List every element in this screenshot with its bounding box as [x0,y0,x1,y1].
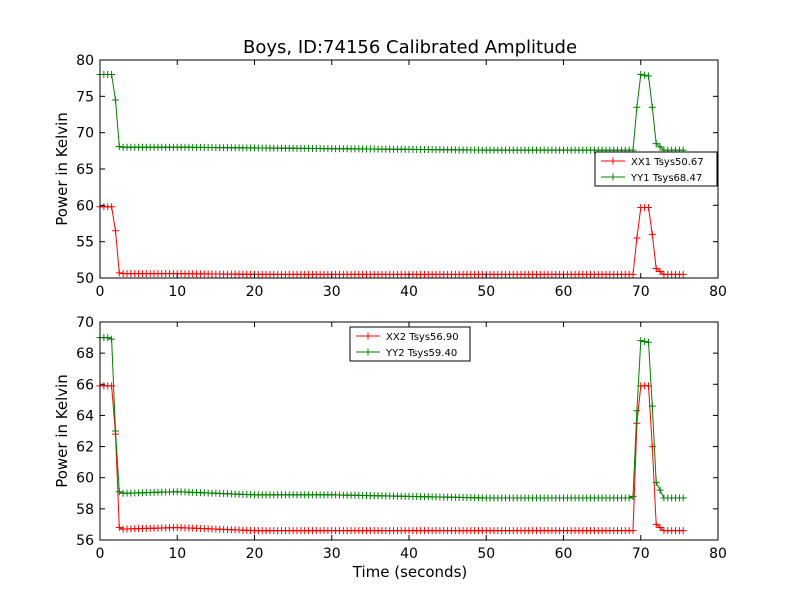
top-plot: 0 10 20 30 40 50 60 70 80 50 55 60 65 70 75 80 XX1 Tsys5… [76,53,727,300]
top-series-1-point [641,71,649,79]
bottom-legend-marker-1 [364,348,372,356]
bottom-series-1-point [108,335,116,343]
top-legend-label-0: XX1 Tsys50.67 [631,157,704,168]
top-legend-marker-0 [609,157,617,165]
bottom-series-0-point [679,527,687,535]
bottom-series-1-point [637,337,645,345]
top-series-1-point [656,143,664,151]
bottom-xtick-label: 50 [477,546,495,562]
bottom-legend-box [349,326,471,362]
bottom-series-1-point [641,337,649,345]
top-series-0-point [111,227,119,235]
top-legend: XX1 Tsys50.67 YY1 Tsys68.47 [594,151,718,187]
bottom-xlabel: Time (seconds) [352,563,468,581]
top-series-1-point [633,103,641,111]
bottom-ytick-label: 62 [76,440,94,456]
bottom-series-1-point [633,407,641,415]
bottom-xtick-label: 70 [632,546,650,562]
bottom-ytick-label: 68 [76,346,94,362]
top-xtick-label: 70 [632,284,650,300]
top-ytick-label: 60 [76,198,94,214]
top-series-0 [96,203,687,278]
top-series-1-point [115,142,123,150]
bottom-plot: 0 10 20 30 40 50 60 70 80 56 58 60 62 64 66 68 70 XX2 Tsy… [76,315,727,562]
bottom-xtick-label: 80 [709,546,727,562]
bottom-series-0-point [115,524,123,532]
bottom-series-1-point [111,427,119,435]
bottom-series-1-point [644,338,652,346]
bottom-xtick-label: 30 [323,546,341,562]
top-ytick-label: 50 [76,271,94,287]
bottom-series-1-point [629,492,637,500]
bottom-ytick-label: 66 [76,377,94,393]
top-series-0-point [115,269,123,277]
top-xtick-label: 50 [477,284,495,300]
top-legend-label-1: YY1 Tsys68.47 [630,173,702,184]
bottom-legend-label-0: XX2 Tsys56.90 [386,332,459,343]
bottom-series-1-point [652,478,660,486]
top-xtick-label: 10 [168,284,186,300]
top-ytick-label: 70 [76,126,94,142]
bottom-series-0-point [652,520,660,528]
top-series-0-point [652,265,660,273]
bottom-legend-label-1: YY2 Tsys59.40 [385,348,457,359]
top-series-1-point [644,72,652,80]
bottom-ytick-label: 64 [76,408,94,424]
top-ylabel: Power in Kelvin [53,112,71,226]
bottom-series-1-point [115,488,123,496]
top-xtick-label: 0 [96,284,105,300]
top-series-1-point [652,140,660,148]
top-ytick-label: 65 [76,162,94,178]
top-legend-box [594,151,718,187]
bottom-xtick-label: 0 [96,546,105,562]
bottom-series-1-point [679,494,687,502]
bottom-legend-marker-0 [364,332,372,340]
bottom-ylabel: Power in Kelvin [53,374,71,488]
top-series-1-point [111,96,119,104]
bottom-xtick-label: 60 [555,546,573,562]
top-ytick-label: 55 [76,235,94,251]
bottom-legend: XX2 Tsys56.90 YY2 Tsys59.40 [349,326,471,362]
bottom-ytick-label: 56 [76,533,94,549]
top-xtick-label: 20 [246,284,264,300]
top-series-1 [96,71,687,154]
top-xtick-label: 30 [323,284,341,300]
bottom-series-1-point [104,334,112,342]
top-series-0-point [656,267,664,275]
bottom-series-0-point [656,524,664,532]
bottom-xtick-label: 10 [168,546,186,562]
top-xtick-label: 40 [400,284,418,300]
top-series-1-point [637,71,645,79]
top-legend-marker-1 [609,173,617,181]
top-series-0-point [679,270,687,278]
bottom-series-1-point [656,486,664,494]
top-series-0-point [108,203,116,211]
top-xtick-label: 60 [555,284,573,300]
top-series-1-point [108,71,116,79]
top-ytick-label: 75 [76,89,94,105]
bottom-ytick-label: 60 [76,471,94,487]
bottom-ytick-label: 70 [76,315,94,331]
top-series-0-point [633,234,641,242]
bottom-series-1 [96,334,687,502]
bottom-series-1-point [648,402,656,410]
top-xtick-label: 80 [709,284,727,300]
bottom-ytick-label: 58 [76,502,94,518]
chart-title: Boys, ID:74156 Calibrated Amplitude [243,37,577,58]
bottom-series-0 [96,382,687,535]
bottom-xtick-label: 20 [246,546,264,562]
bottom-series-0-point [629,527,637,535]
bottom-series-1-point [625,494,633,502]
top-series-0-point [648,230,656,238]
top-ytick-label: 80 [76,53,94,69]
top-series-0-point [629,270,637,278]
bottom-xtick-label: 40 [400,546,418,562]
top-series-0-point [644,204,652,212]
top-series-1-point [648,103,656,111]
